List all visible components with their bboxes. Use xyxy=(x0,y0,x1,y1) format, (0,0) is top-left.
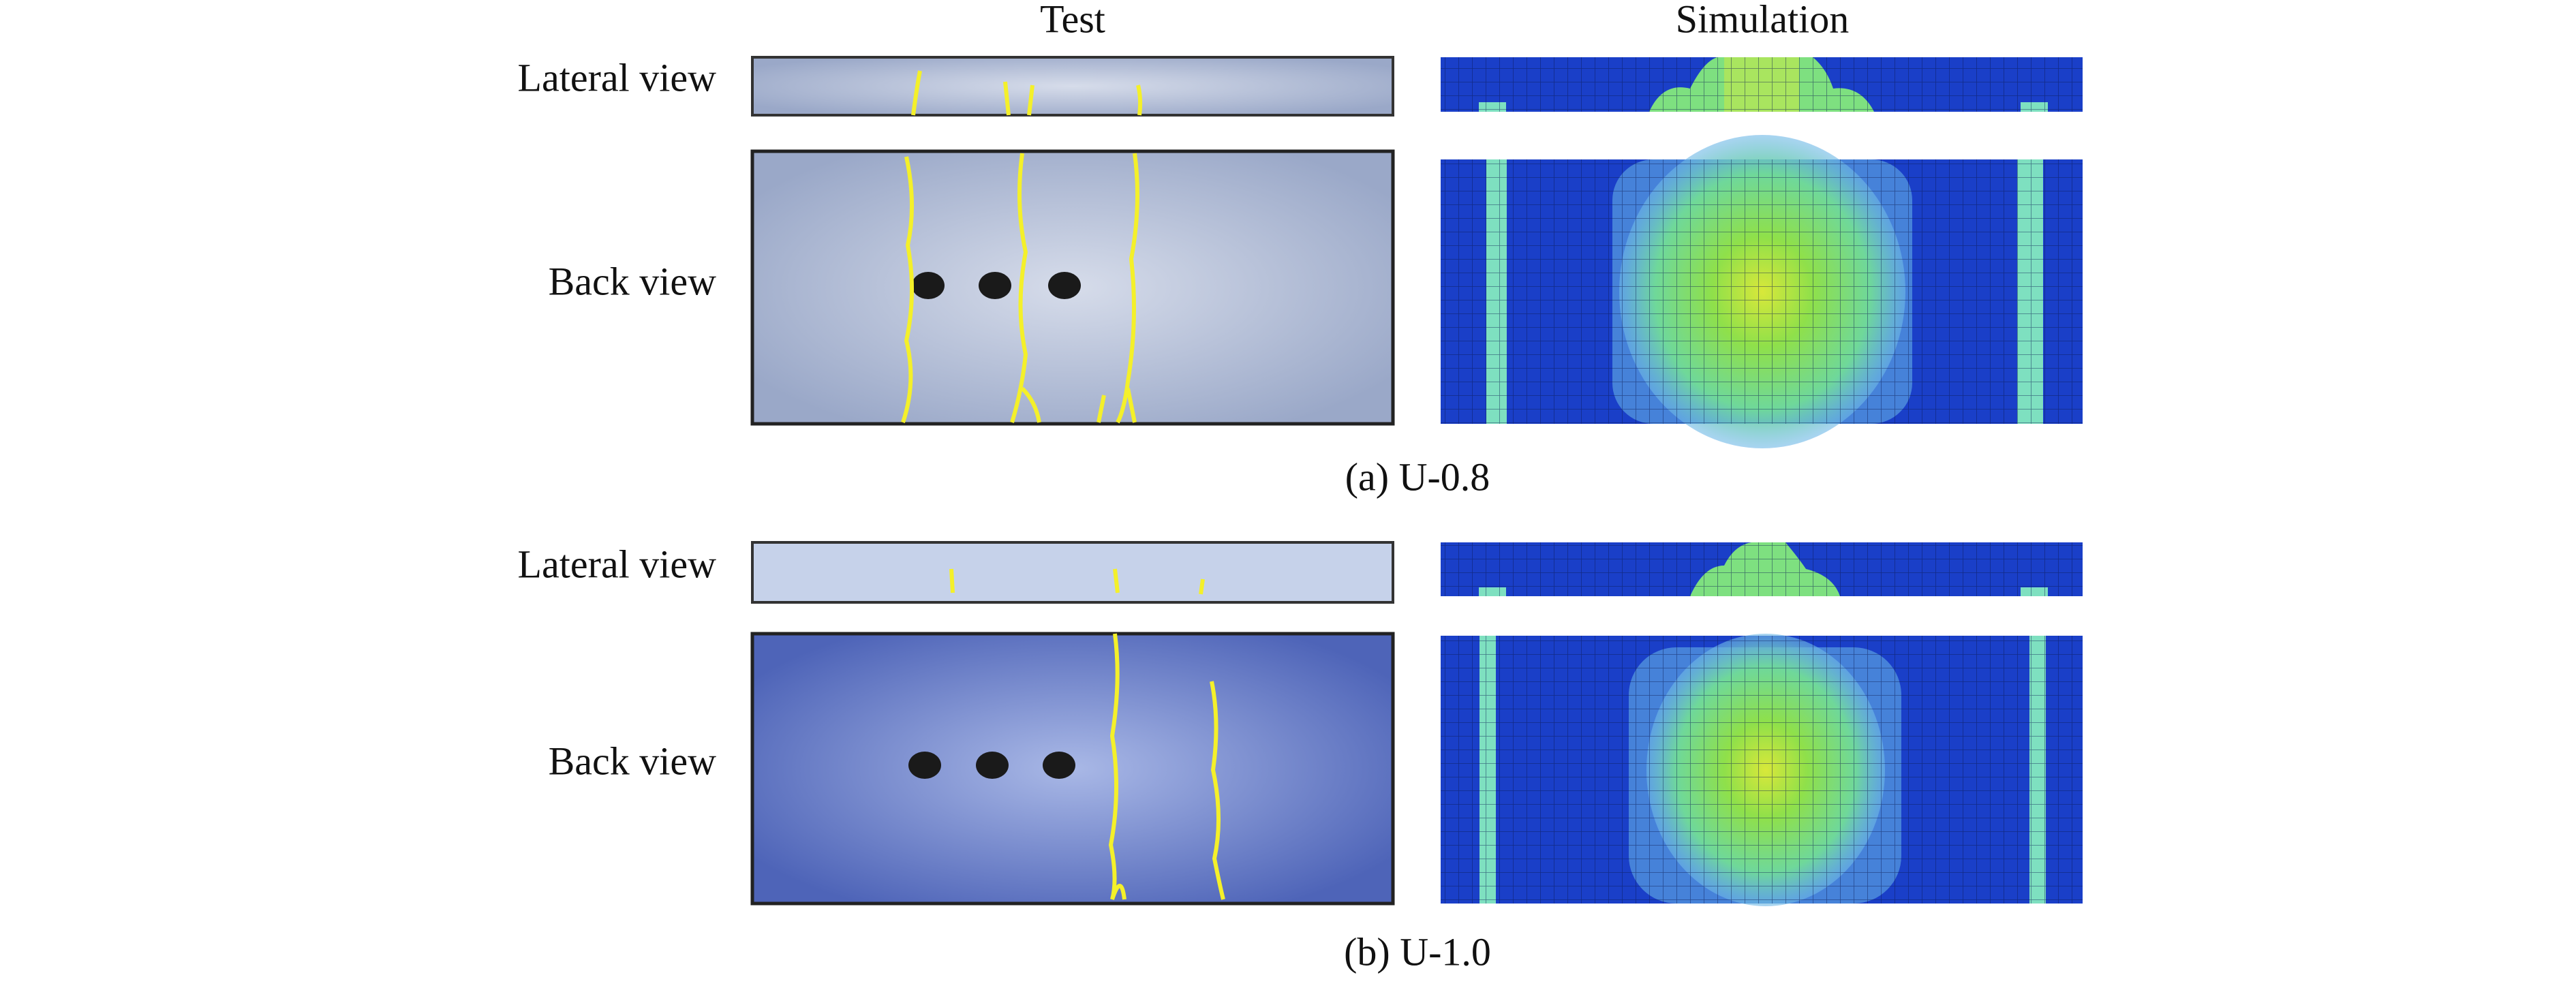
row-label: Back view xyxy=(549,739,717,783)
test-back-image xyxy=(750,632,1395,906)
simulation-lateral-image xyxy=(1441,542,2083,596)
panel-caption: (a) U-0.8 xyxy=(1345,454,1490,499)
simulation-back-image xyxy=(1441,135,2083,448)
test-lateral-image xyxy=(751,541,1394,604)
test-back-image xyxy=(750,149,1395,426)
row-label: Back view xyxy=(549,259,717,303)
simulation-lateral-image xyxy=(1441,57,2083,112)
simulation-back-image xyxy=(1441,634,2083,906)
column-header: Test xyxy=(1040,0,1105,41)
test-lateral-image xyxy=(751,56,1394,117)
column-header: Simulation xyxy=(1676,0,1850,41)
panel-caption: (b) U-1.0 xyxy=(1344,929,1491,974)
row-label: Lateral view xyxy=(518,542,717,586)
row-label: Lateral view xyxy=(518,55,717,99)
